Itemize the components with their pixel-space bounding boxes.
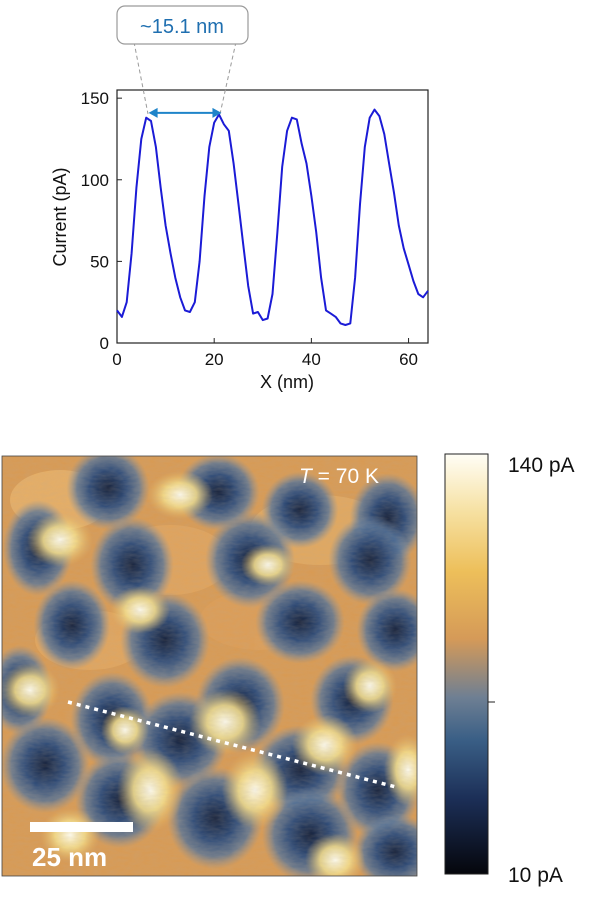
callout-leader-left <box>133 41 149 115</box>
arrow-head-right-icon <box>212 107 222 118</box>
colorbar-max-label: 140 pA <box>508 454 575 477</box>
x-axis-label: X (nm) <box>260 372 314 392</box>
callout-label: ~15.1 nm <box>140 16 224 38</box>
y-tick-label: 150 <box>81 89 109 108</box>
y-tick-label: 50 <box>90 252 109 271</box>
arrow-head-left-icon <box>148 107 158 118</box>
line-profile-path <box>67 700 397 789</box>
period-annotation: ~15.1 nm <box>116 5 249 118</box>
x-tick-label: 60 <box>399 350 418 369</box>
x-tick-label: 20 <box>205 350 224 369</box>
y-tick-label: 0 <box>100 334 109 353</box>
callout-box <box>116 5 249 45</box>
temperature-label: T = 70 K <box>299 465 379 488</box>
scale-bar <box>30 822 133 832</box>
current-profile-line <box>116 108 429 326</box>
plot-frame <box>116 89 429 344</box>
map-texture <box>2 456 417 876</box>
y-axis-label: Current (pA) <box>50 167 70 266</box>
x-tick-label: 40 <box>302 350 321 369</box>
y-tick-label: 100 <box>81 171 109 190</box>
colorbar-gradient <box>444 453 489 875</box>
colorbar: 140 pA 10 pA <box>444 453 575 887</box>
x-tick-label: 0 <box>112 350 121 369</box>
line-chart: 0 20 40 60 0 50 100 150 X (nm) Current (pA) ~1… <box>50 5 429 392</box>
y-axis-ticks: 0 50 100 150 <box>81 89 122 353</box>
scale-bar-label: 25 nm <box>32 842 107 872</box>
current-map: T = 70 K 25 nm <box>1 455 418 877</box>
x-axis-ticks: 0 20 40 60 <box>112 338 418 369</box>
map-frame <box>1 455 418 877</box>
colorbar-min-label: 10 pA <box>508 864 563 887</box>
callout-leader-right <box>219 41 237 115</box>
